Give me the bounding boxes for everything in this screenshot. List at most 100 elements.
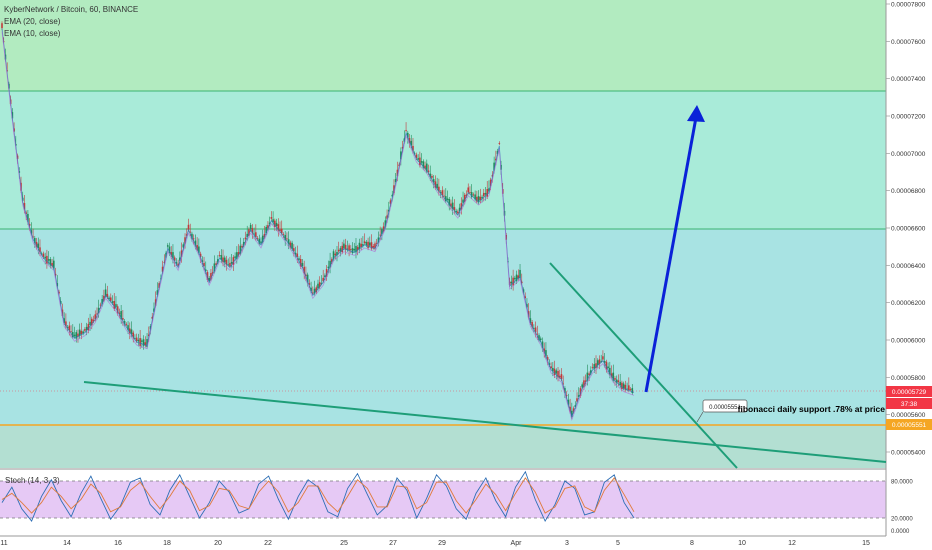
candle-body — [296, 253, 299, 257]
candle-body — [555, 370, 558, 374]
candle-body — [191, 233, 193, 239]
candle-body — [156, 290, 159, 295]
candle-body — [75, 332, 78, 339]
candle-body — [137, 339, 140, 342]
x-tick-label: 25 — [340, 540, 348, 547]
candle-body — [232, 257, 235, 266]
candle-body — [576, 398, 578, 402]
ema20-label[interactable]: EMA (20, close) — [4, 17, 61, 26]
descending-trendline[interactable] — [549, 262, 738, 469]
candle-body — [517, 275, 520, 279]
candle-body — [229, 262, 231, 267]
candle-body — [463, 194, 466, 202]
candle-body — [211, 272, 214, 274]
candle-body — [565, 395, 568, 396]
stoch-label: Stoch (14, 3, 3) — [5, 476, 60, 485]
candle-body — [348, 245, 350, 251]
candle-body — [199, 253, 202, 257]
candle-body — [90, 318, 93, 326]
candle-body — [474, 194, 476, 200]
candle-body — [367, 241, 369, 249]
candle-body — [80, 330, 83, 335]
candle-body — [78, 329, 81, 336]
candle-body — [614, 378, 616, 380]
zone-middle — [0, 91, 886, 229]
candle-body — [223, 257, 226, 263]
candle-body — [458, 207, 461, 211]
x-tick-label: 5 — [616, 540, 620, 547]
candle-body — [495, 158, 497, 161]
candle-body — [410, 140, 413, 146]
candle-body — [312, 292, 314, 294]
candle-body — [579, 388, 582, 397]
candle-body — [372, 246, 375, 248]
candle-body — [455, 210, 457, 213]
candle-body — [465, 194, 468, 196]
candle-body — [253, 233, 255, 235]
candle-body — [225, 259, 228, 265]
candle-body — [581, 384, 583, 388]
x-tick-label: 12 — [788, 540, 796, 547]
x-tick-label: Apr — [511, 540, 523, 547]
candle-body — [125, 324, 128, 326]
candle-body — [187, 224, 190, 230]
candle-body — [77, 333, 79, 337]
candle-body — [339, 248, 342, 252]
candle-body — [337, 249, 340, 252]
candle-body — [213, 263, 216, 272]
candle-body — [87, 323, 90, 331]
symbol-title[interactable]: KyberNetwork / Bitcoin, 60, BINANCE — [4, 5, 139, 14]
candle-body — [336, 251, 338, 256]
candle-body — [277, 224, 280, 231]
candle-body — [621, 382, 623, 390]
price-callout[interactable]: 0.00005551 — [696, 399, 748, 423]
candle-body — [369, 242, 371, 246]
candle-body — [134, 338, 136, 340]
candle-body — [215, 263, 217, 265]
candle-body — [182, 244, 185, 248]
candle-body — [379, 234, 381, 236]
candle-body — [230, 262, 233, 264]
x-tick-label: 29 — [438, 540, 446, 547]
candle-body — [242, 242, 245, 246]
candle-body — [541, 341, 544, 348]
candle-body — [144, 342, 147, 346]
candle-body — [286, 238, 288, 240]
candle-body — [408, 138, 411, 143]
candle-body — [27, 213, 29, 222]
ema10-label[interactable]: EMA (10, close) — [4, 29, 61, 38]
candle-body — [32, 236, 34, 238]
candle-body — [158, 283, 160, 288]
candle-body — [476, 196, 478, 202]
candle-body — [346, 248, 349, 250]
y-tick-label: 0.00005800 — [891, 375, 926, 382]
candle-body — [429, 173, 432, 177]
lower-trendline[interactable] — [83, 381, 887, 463]
countdown-tag: 37:38 — [886, 398, 932, 409]
candle-body — [438, 186, 440, 192]
price-scale-bg — [886, 0, 932, 536]
candle-body — [279, 229, 281, 232]
candle-body — [96, 313, 98, 315]
candle-body — [268, 222, 271, 225]
candle-body — [384, 220, 387, 227]
upward-arrow[interactable] — [644, 105, 705, 393]
candle-body — [543, 348, 546, 352]
candle-body — [631, 388, 634, 393]
candle-body — [624, 384, 627, 390]
candle-body — [44, 256, 46, 259]
candle-body — [531, 322, 533, 327]
candle-body — [141, 340, 143, 342]
candle-body — [161, 266, 164, 272]
candle-body — [617, 380, 620, 383]
x-axis-ticks: 11 14 16 18 20 22 25 27 29 Apr 3 5 8 10 12 15 — [0, 540, 870, 547]
candle-body — [92, 319, 95, 322]
candle-body — [208, 277, 211, 282]
candle-body — [260, 241, 262, 243]
candle-body — [23, 203, 26, 210]
ema-10-line — [1, 28, 635, 418]
candle-body — [612, 372, 615, 381]
candle-body — [71, 332, 74, 337]
candle-body — [28, 224, 31, 226]
